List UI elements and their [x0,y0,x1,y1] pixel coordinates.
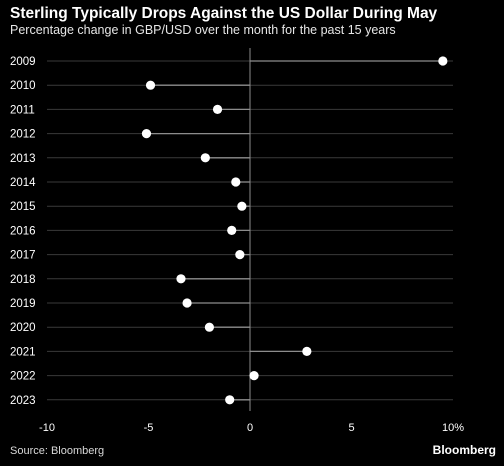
year-label-2021: 2021 [10,346,36,358]
chart-title: Sterling Typically Drops Against the US … [10,5,438,22]
point-2018 [176,274,186,284]
year-label-2011: 2011 [10,104,35,116]
year-label-2017: 2017 [10,250,36,262]
year-label-2009: 2009 [10,56,36,68]
point-2017 [235,250,245,260]
stems [146,60,443,401]
x-tick-label-0: -10 [39,422,55,434]
year-label-2022: 2022 [10,371,36,383]
point-2012 [141,129,152,139]
x-tick-label-3: 5 [348,422,354,434]
bloomberg-logo: Bloomberg [432,443,496,457]
year-label-2012: 2012 [10,129,36,141]
point-2022 [249,371,259,381]
x-tick-label-2: 0 [247,422,253,434]
year-label-2020: 2020 [10,322,36,334]
source-note: Source: Bloomberg [10,445,105,457]
year-label-2013: 2013 [10,153,36,165]
data-points [141,56,448,405]
year-label-2018: 2018 [10,274,36,286]
year-label-2016: 2016 [10,225,36,237]
year-label-2015: 2015 [10,201,36,213]
point-2020 [204,322,214,332]
x-tick-label-1: -5 [144,422,154,434]
x-tick-labels: -10 -5 0 5 10% [39,422,464,434]
point-2010 [145,80,156,90]
year-label-2010: 2010 [10,80,36,92]
year-label-2023: 2023 [10,395,36,407]
year-labels: 2009 2010 2011 2012 2013 2014 2015 2016 2017 2018… [10,56,36,407]
point-2011 [212,104,223,114]
point-2009 [438,56,448,66]
chart-subtitle: Percentage change in GBP/USD over the mo… [10,23,396,37]
point-2013 [200,153,210,163]
year-label-2014: 2014 [10,177,36,189]
point-2019 [182,298,192,308]
point-2014 [231,177,241,187]
x-tick-label-4: 10% [442,422,464,434]
point-2023 [225,395,235,405]
year-label-2019: 2019 [10,298,36,310]
point-2015 [237,201,247,211]
point-2016 [227,225,237,235]
point-2021 [302,346,312,356]
